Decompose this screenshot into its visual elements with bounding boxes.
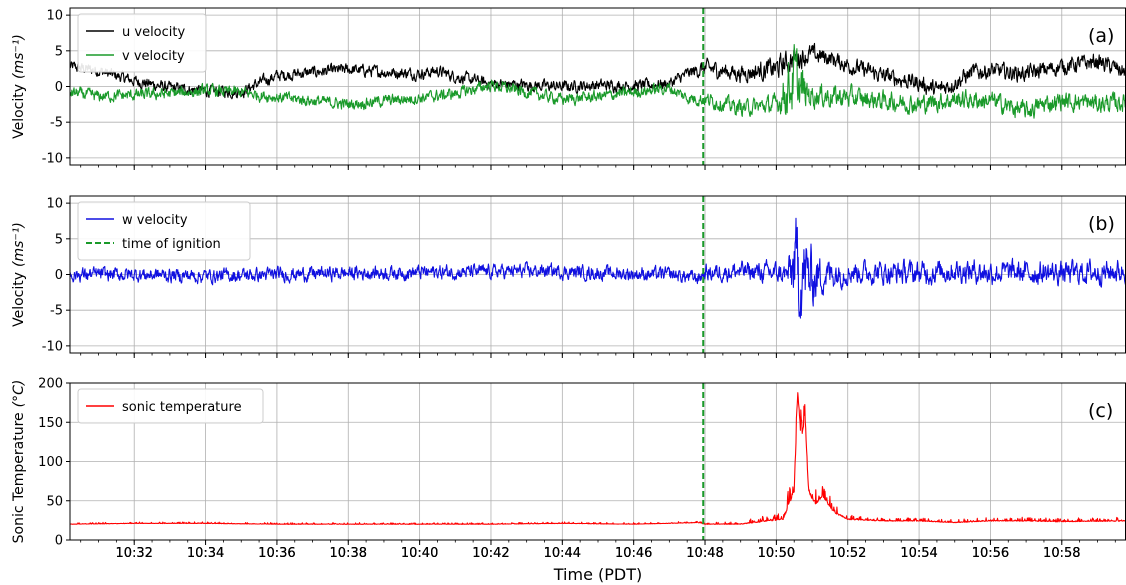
y-tick-label: -10: [42, 151, 63, 166]
x-tick-label: 10:36: [258, 546, 295, 561]
x-tick-label: 10:38: [330, 546, 367, 561]
panel-label: (a): [1088, 25, 1114, 47]
y-axis-label-text: Velocity: [11, 272, 27, 327]
x-tick-label: 10:52: [829, 546, 866, 561]
y-tick-label: 50: [46, 494, 63, 509]
x-tick-label: 10:58: [1043, 546, 1080, 561]
x-tick-label: 10:48: [686, 546, 723, 561]
legend: w velocity time of ignition: [77, 201, 251, 261]
x-tick-label: 10:50: [758, 546, 795, 561]
x-tick-label: 10:50: [758, 546, 795, 561]
x-tick-label: 10:32: [115, 546, 152, 561]
x-tick-label: 10:40: [401, 546, 438, 561]
y-tick-label: 200: [38, 377, 63, 392]
legend: u velocity v velocity: [77, 13, 207, 73]
x-tick-label: 10:48: [686, 546, 723, 561]
y-tick-label: 100: [38, 455, 63, 470]
x-tick-label: 10:38: [330, 546, 367, 561]
x-tick-label: 10:56: [972, 546, 1009, 561]
y-tick-label: 150: [38, 416, 63, 431]
x-tick-label: 10:36: [258, 546, 295, 561]
x-tick-label: 10:44: [544, 546, 581, 561]
series-line-sonic-temperature: [69, 392, 1126, 525]
x-tick-label: 10:52: [829, 546, 866, 561]
y-tick-label: 5: [55, 44, 63, 59]
x-tick-label: 10:46: [615, 546, 652, 561]
x-tick-label: 10:54: [900, 546, 937, 561]
panel-label: (c): [1088, 400, 1113, 422]
x-tick-label: 10:58: [1043, 546, 1080, 561]
y-axis-label-text: Velocity: [11, 84, 27, 139]
x-tick-label: 10:58: [1043, 546, 1080, 561]
y-tick-label: 5: [55, 232, 63, 247]
x-tick-label: 10:56: [972, 546, 1009, 561]
legend-box: [77, 201, 251, 261]
panel-c: 0 50 100 150 200 (c) Sonic Temperature (°C) soni…: [11, 377, 1126, 549]
legend-box: [77, 388, 264, 424]
y-axis-label: Velocity (ms⁻¹): [11, 222, 27, 327]
x-tick-label: 10:42: [472, 546, 509, 561]
x-tick-label: 10:56: [972, 546, 1009, 561]
x-tick-label: 10:48: [686, 546, 723, 561]
x-tick-label: 10:42: [472, 546, 509, 561]
x-tick-label: 10:50: [758, 546, 795, 561]
series-line-w-velocity: [69, 217, 1126, 319]
panel-label: (b): [1088, 213, 1115, 235]
x-tick-label: 10:32: [115, 546, 152, 561]
y-axis-label-text: Sonic Temperature: [11, 412, 27, 543]
x-tick-label: 10:44: [544, 546, 581, 561]
x-tick-label: 10:34: [187, 546, 224, 561]
x-axis-label: Time (PDT): [553, 565, 642, 584]
y-axis-label: Velocity (ms⁻¹): [11, 34, 27, 139]
x-tick-label: 10:32: [115, 546, 152, 561]
legend-label: time of ignition: [122, 237, 221, 252]
legend-label: sonic temperature: [122, 400, 242, 415]
x-tick-label: 10:44: [544, 546, 581, 561]
x-tick-label: 10:40: [401, 546, 438, 561]
panel-b: -10 -5 0 5 10 (b) Velocity (ms⁻¹) w velocity time…: [11, 195, 1126, 358]
legend-box: [77, 13, 207, 73]
y-axis-unit: (ms⁻¹): [11, 34, 27, 79]
x-tick-label: 10:52: [829, 546, 866, 561]
x-tick-label: 10:54: [900, 546, 937, 561]
legend-label: w velocity: [122, 213, 188, 228]
x-tick-label: 10:34: [187, 546, 224, 561]
y-tick-label: 0: [55, 268, 63, 283]
x-tick-label: 10:36: [258, 546, 295, 561]
y-tick-label: -10: [42, 339, 63, 354]
y-tick-label: 0: [55, 534, 63, 549]
x-tick-label: 10:34: [187, 546, 224, 561]
y-tick-label: 10: [46, 197, 63, 212]
y-tick-label: 0: [55, 80, 63, 95]
x-tick-label: 10:46: [615, 546, 652, 561]
x-tick-label: 10:38: [330, 546, 367, 561]
panel-a: -10 -5 0 5 10 (a) Velocity (ms⁻¹) u velocity v ve…: [11, 7, 1126, 170]
legend-label: u velocity: [122, 25, 185, 40]
y-tick-label: 10: [46, 9, 63, 24]
series-line-v-velocity: [69, 43, 1126, 119]
legend-label: v velocity: [122, 49, 185, 64]
y-axis-unit: (ms⁻¹): [11, 222, 27, 267]
y-axis-unit: (°C): [11, 380, 27, 408]
x-tick-label: 10:42: [472, 546, 509, 561]
x-tick-label: 10:46: [615, 546, 652, 561]
y-tick-label: -5: [50, 304, 63, 319]
legend: sonic temperature: [77, 388, 264, 424]
y-axis-label: Sonic Temperature (°C): [11, 380, 27, 544]
y-tick-label: -5: [50, 116, 63, 131]
x-tick-label: 10:54: [900, 546, 937, 561]
series-line-u-velocity: [69, 42, 1126, 100]
x-tick-label: 10:40: [401, 546, 438, 561]
